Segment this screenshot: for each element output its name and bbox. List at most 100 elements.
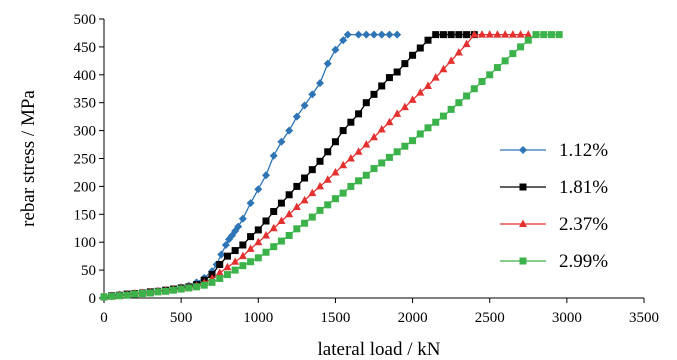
data-point — [277, 137, 286, 146]
data-point — [377, 124, 386, 133]
data-point — [416, 44, 424, 52]
y-tick-label: 500 — [74, 12, 97, 28]
data-point — [254, 254, 262, 262]
data-point — [424, 81, 432, 89]
data-point — [193, 283, 201, 291]
data-point — [339, 36, 348, 45]
series-2 — [100, 31, 478, 301]
legend-marker — [519, 146, 527, 154]
x-tick-label: 0 — [100, 310, 108, 326]
data-point — [401, 60, 409, 68]
series-line — [103, 33, 475, 298]
data-point — [316, 157, 324, 165]
data-point — [393, 30, 402, 39]
data-point — [270, 243, 278, 251]
y-tick-label: 0 — [89, 291, 97, 307]
data-point — [463, 31, 471, 39]
data-point — [269, 223, 278, 232]
data-point — [517, 43, 525, 51]
data-point — [300, 101, 309, 110]
data-point — [478, 77, 486, 85]
data-point — [447, 31, 455, 39]
data-point — [339, 127, 347, 135]
data-point — [285, 232, 293, 240]
data-point — [370, 165, 378, 173]
data-point — [239, 241, 247, 249]
data-point — [493, 64, 501, 72]
data-point — [234, 222, 243, 231]
legend-label: 2.99% — [559, 251, 608, 272]
data-point — [223, 252, 231, 260]
y-tick-label: 350 — [74, 96, 97, 112]
data-point — [385, 153, 393, 161]
data-point — [532, 31, 540, 39]
data-point — [262, 231, 270, 239]
data-point — [223, 262, 232, 271]
data-point — [455, 99, 463, 107]
data-point — [331, 138, 339, 146]
data-point — [370, 90, 378, 98]
data-point — [239, 262, 247, 270]
x-tick-label: 500 — [170, 310, 193, 326]
data-point — [293, 225, 301, 233]
y-tick-label: 150 — [74, 207, 97, 223]
x-tick-label: 3000 — [552, 310, 582, 326]
data-point — [385, 30, 394, 39]
data-point — [354, 147, 363, 155]
data-point — [462, 39, 471, 48]
data-point — [108, 292, 116, 300]
data-point — [400, 102, 409, 111]
data-point — [409, 51, 417, 59]
data-point — [262, 248, 270, 256]
data-point — [439, 112, 447, 120]
data-point — [401, 142, 409, 150]
data-point — [486, 71, 494, 79]
y-axis-label: rebar stress / MPa — [18, 90, 39, 227]
y-tick-label: 50 — [81, 263, 96, 279]
legend-label: 1.12% — [559, 140, 608, 161]
data-point — [323, 175, 332, 183]
data-point — [339, 160, 348, 169]
data-point — [292, 112, 301, 121]
data-point — [285, 126, 294, 135]
data-point — [508, 30, 517, 38]
data-point — [308, 90, 317, 99]
data-point — [377, 30, 386, 39]
data-point — [347, 118, 355, 126]
data-point — [424, 36, 432, 44]
data-point — [331, 45, 340, 54]
data-point — [439, 31, 447, 39]
data-point — [343, 30, 352, 39]
data-point — [447, 105, 455, 113]
data-point — [378, 82, 386, 90]
data-point — [509, 50, 517, 58]
data-point — [231, 257, 240, 265]
data-point — [146, 289, 154, 297]
data-point — [493, 30, 502, 38]
data-point — [355, 110, 363, 118]
data-point — [555, 31, 563, 39]
data-point — [277, 237, 285, 245]
data-point — [308, 166, 316, 174]
chart-axes: 0 500 1000 1500 2000 2500 3000 3500 0 50 100 150 200… — [74, 12, 660, 326]
data-point — [254, 237, 263, 246]
data-point — [316, 79, 324, 88]
data-point — [439, 64, 448, 73]
data-point — [324, 201, 332, 209]
legend-label: 2.37% — [559, 214, 608, 235]
data-point — [277, 199, 285, 207]
x-tick-label: 2500 — [475, 310, 505, 326]
data-point — [246, 199, 255, 208]
data-point — [301, 174, 309, 182]
data-point — [362, 171, 370, 179]
data-point — [162, 287, 170, 295]
data-point — [285, 191, 293, 199]
data-point — [323, 59, 332, 68]
data-point — [339, 189, 347, 197]
data-point — [393, 109, 402, 117]
x-tick-label: 3500 — [629, 310, 659, 326]
data-point — [316, 206, 324, 214]
data-point — [316, 181, 324, 190]
data-point — [246, 244, 255, 252]
data-point — [208, 278, 216, 286]
